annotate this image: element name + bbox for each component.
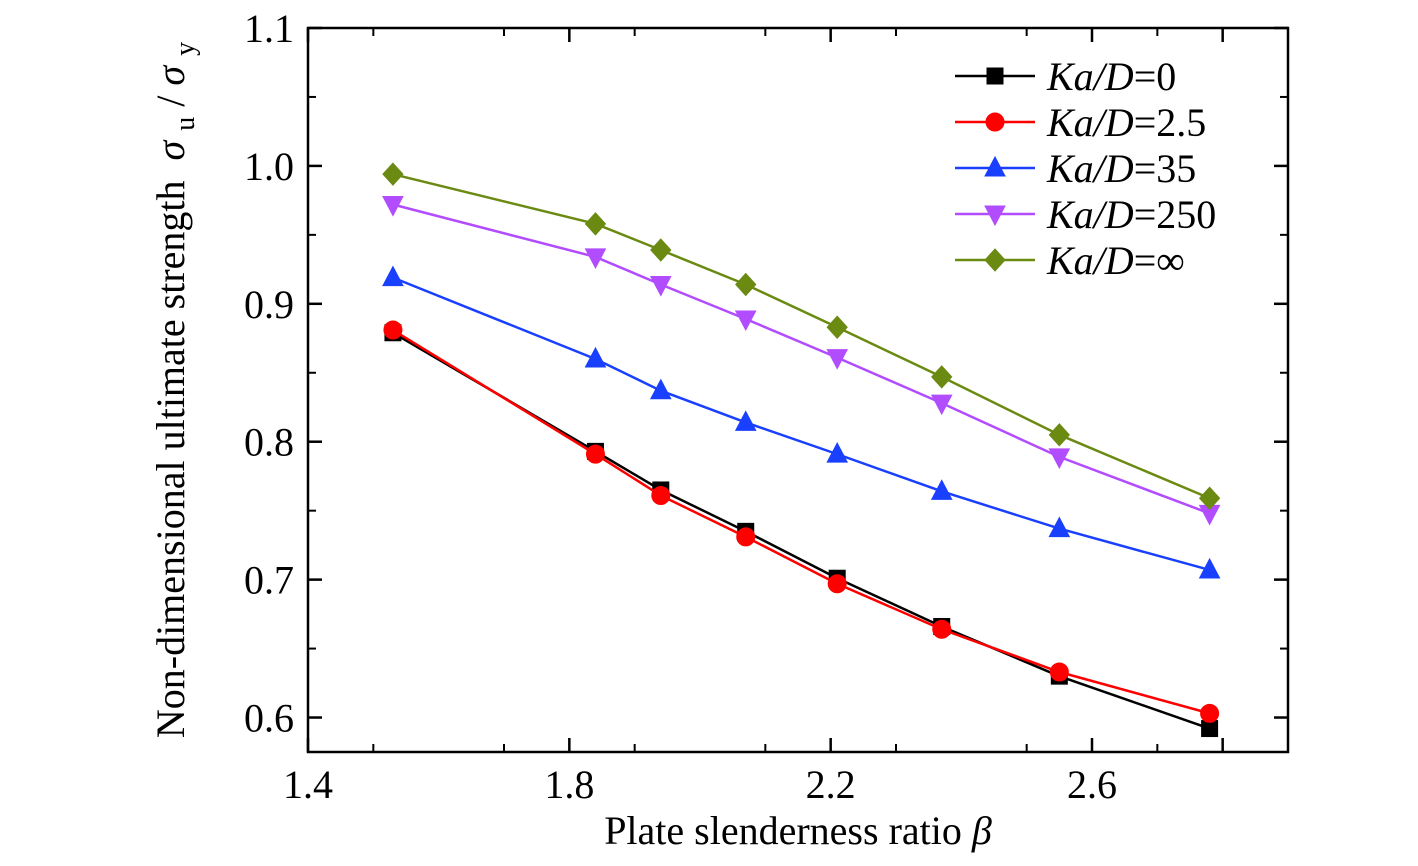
series-1 <box>383 320 1220 723</box>
y-tick-label: 1.1 <box>244 6 294 51</box>
data-point <box>930 394 953 416</box>
legend-label-var: Ka/D <box>1046 146 1134 191</box>
legend-item: Ka/D=0 <box>955 54 1176 99</box>
y-axis-title: Non-dimensional ultimate strength σ u / … <box>148 42 203 738</box>
series-0 <box>384 324 1219 738</box>
data-point <box>382 162 404 186</box>
data-point <box>651 485 671 505</box>
data-point <box>584 248 607 269</box>
data-point <box>826 315 848 339</box>
plot-frame <box>306 26 1290 754</box>
data-point <box>382 265 404 287</box>
legend-label-var: Ka/D <box>1046 192 1134 237</box>
data-point <box>735 272 757 297</box>
data-point <box>932 619 952 639</box>
x-tick-label: 2.6 <box>1067 762 1117 807</box>
y-axis-title-text: Non-dimensional ultimate strength <box>148 180 193 738</box>
y-tick-label: 0.6 <box>244 696 294 741</box>
data-point <box>736 527 756 547</box>
y-tick-label: 0.9 <box>244 282 294 327</box>
x-axis-title: Plate slenderness ratio β <box>604 808 992 853</box>
y-axis-symbol-den: σ <box>148 65 193 86</box>
data-point <box>1200 703 1220 723</box>
legend-label-value: =0 <box>1134 54 1177 99</box>
y-tick-label: 1.0 <box>244 144 294 189</box>
data-point <box>383 320 403 340</box>
data-point <box>930 479 953 500</box>
legend-label-value: =250 <box>1134 192 1217 237</box>
data-point <box>649 378 672 400</box>
series-line <box>392 331 1211 730</box>
data-point <box>1049 662 1069 682</box>
y-axis-symbol-sep: / <box>148 95 193 107</box>
legend-label-value: =2.5 <box>1134 100 1207 145</box>
data-point <box>584 212 607 236</box>
x-tick-label: 1.4 <box>283 762 333 807</box>
data-point <box>827 574 847 594</box>
data-point <box>826 349 849 370</box>
legend-item: Ka/D=35 <box>955 146 1196 191</box>
data-point <box>1048 516 1071 538</box>
data-point <box>1048 448 1071 469</box>
y-axis-symbol-num: σ <box>148 139 193 160</box>
legend-label: Ka/D=35 <box>1046 146 1196 191</box>
legend-label-var: Ka/D <box>1046 54 1134 99</box>
series-3 <box>382 196 1221 526</box>
series-4 <box>382 162 1221 510</box>
legend-marker <box>984 205 1006 227</box>
series-line <box>392 172 1211 500</box>
x-axis-symbol: β <box>971 808 992 853</box>
y-axis-symbol-num-sub: u <box>170 117 201 131</box>
data-point <box>1048 423 1071 447</box>
data-point <box>584 346 607 368</box>
legend-marker <box>984 248 1006 272</box>
legend-label-value: =35 <box>1134 146 1197 191</box>
legend-label: Ka/D=2.5 <box>1046 100 1206 145</box>
series-line <box>392 203 1211 515</box>
x-tick-label: 2.2 <box>806 762 856 807</box>
data-point <box>382 196 404 217</box>
data-point <box>734 410 757 431</box>
data-point <box>649 276 672 297</box>
data-point <box>1198 486 1221 510</box>
series-line <box>392 276 1210 572</box>
legend-item: Ka/D=250 <box>955 192 1216 237</box>
series-line <box>392 328 1210 715</box>
legend-marker <box>986 67 1004 85</box>
legend-item: Ka/D=∞ <box>955 238 1185 283</box>
data-point <box>1198 557 1221 579</box>
y-tick-label: 0.8 <box>244 420 294 465</box>
data-point <box>734 310 757 332</box>
legend-label: Ka/D=0 <box>1046 54 1176 99</box>
x-tick-label: 1.8 <box>544 762 594 807</box>
data-point <box>585 444 605 464</box>
y-axis-symbol-den-sub: y <box>170 42 201 56</box>
legend-marker <box>984 155 1006 177</box>
x-axis-title-text: Plate slenderness ratio <box>604 808 962 853</box>
legend-label-var: Ka/D <box>1046 238 1134 283</box>
legend-label: Ka/D=∞ <box>1046 238 1185 283</box>
legend-item: Ka/D=2.5 <box>955 100 1206 145</box>
data-point <box>826 442 849 463</box>
legend-marker <box>985 112 1005 132</box>
data-point <box>650 238 672 262</box>
axis-ticks <box>306 26 1288 752</box>
tick-labels: 1.4 1.8 2.2 2.6 0.6 0.7 0.8 0.9 1.0 1.1 <box>244 6 1117 807</box>
y-tick-label: 0.7 <box>244 558 294 603</box>
data-point <box>1201 720 1219 738</box>
series-layer <box>382 162 1221 738</box>
legend-label-var: Ka/D <box>1046 100 1134 145</box>
series-2 <box>382 265 1221 579</box>
legend-label: Ka/D=250 <box>1046 192 1216 237</box>
legend-label-value: =∞ <box>1134 238 1185 283</box>
data-point <box>931 365 953 389</box>
